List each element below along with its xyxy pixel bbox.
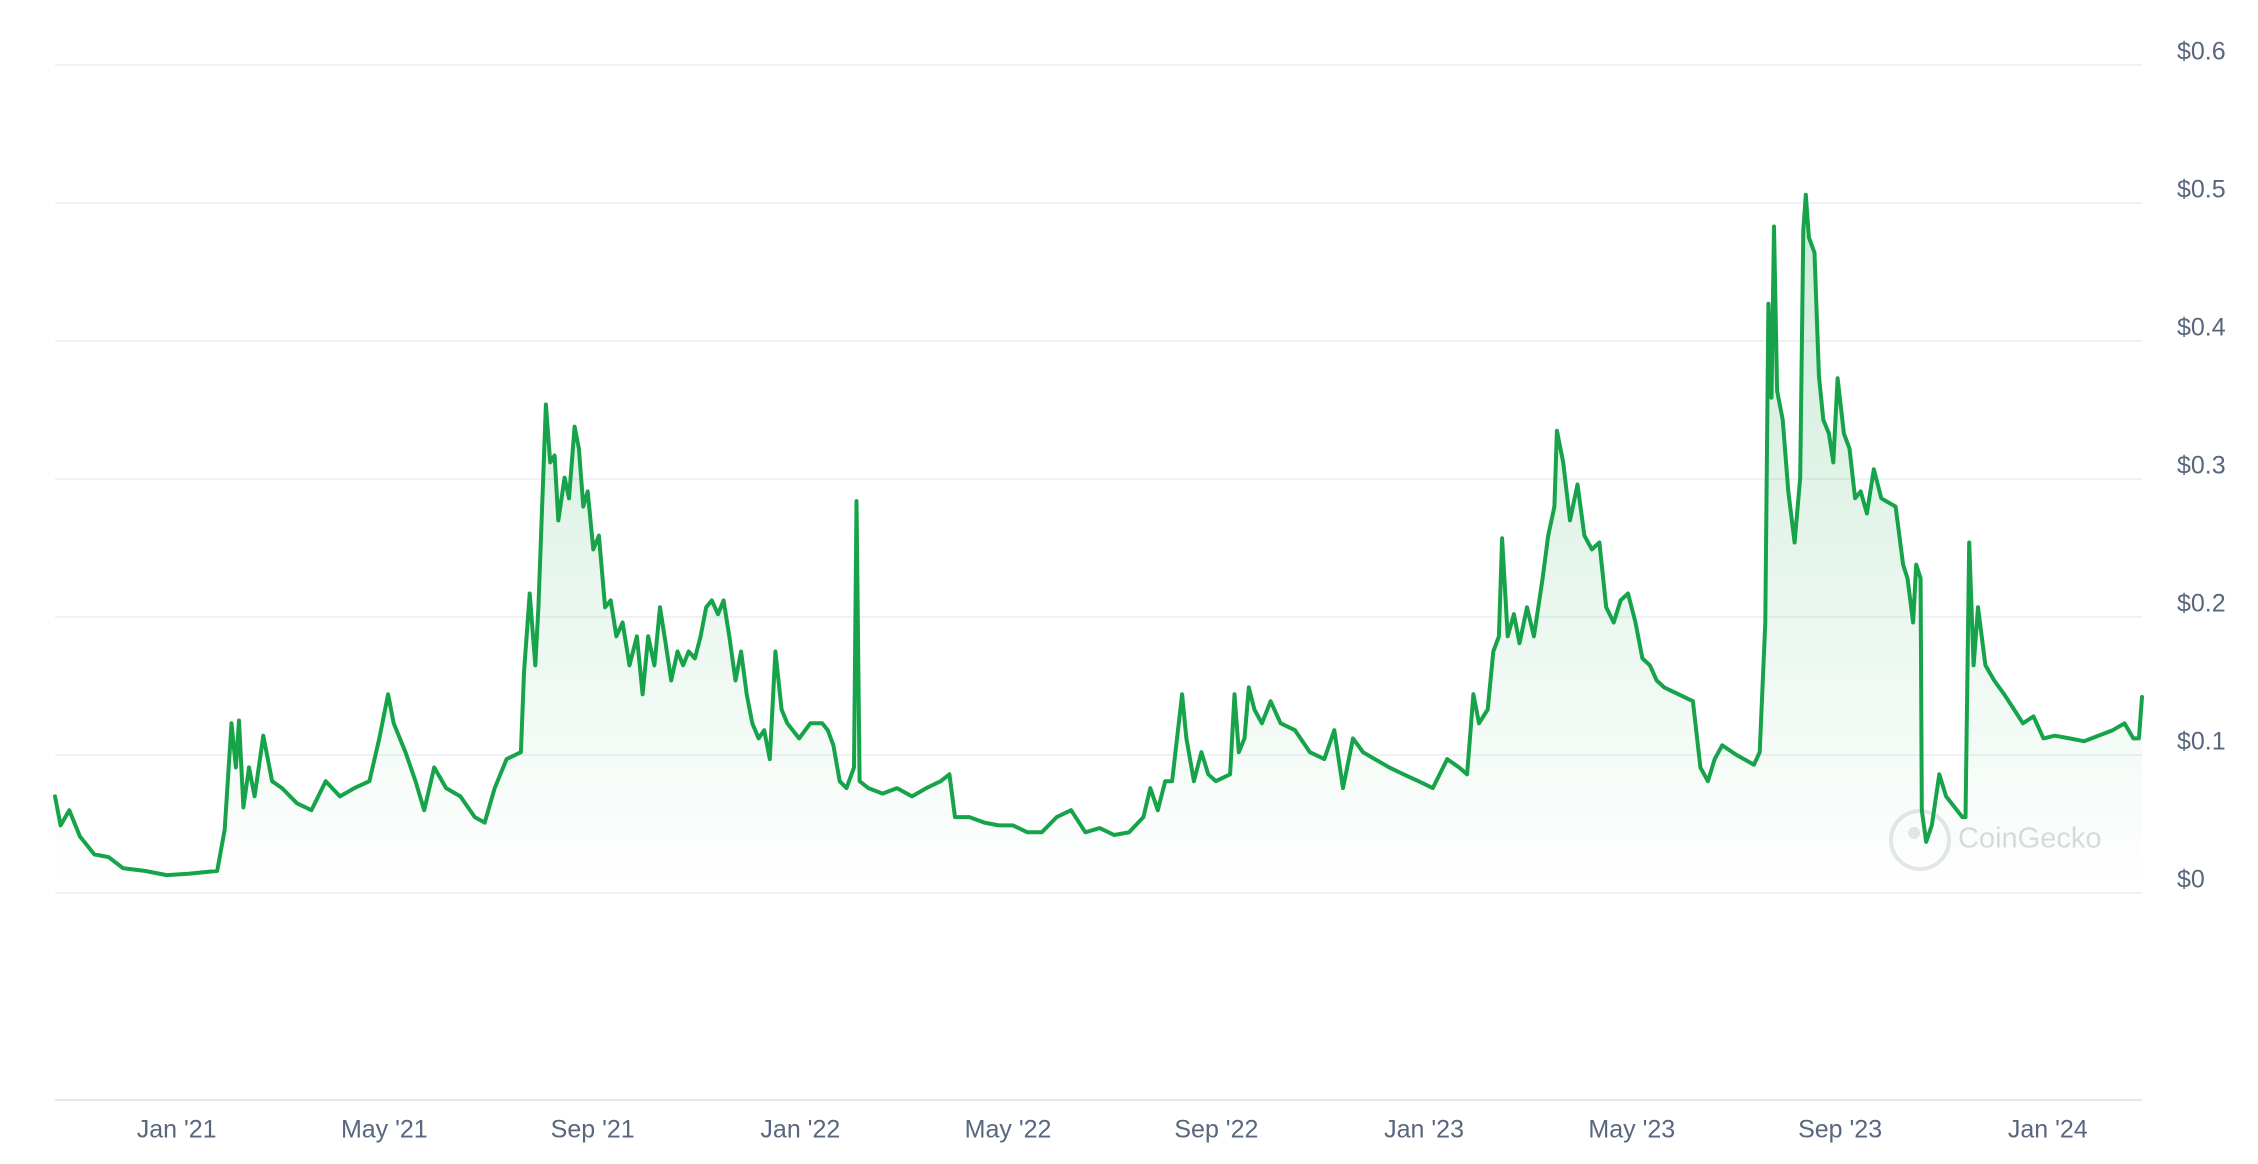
area-fill [55,194,2142,893]
x-tick-label: Jan '21 [137,1116,217,1144]
price-line [53,192,2144,878]
y-tick-label: $0.4 [2177,314,2226,342]
x-tick-label: Jan '23 [1384,1116,1464,1144]
x-tick-label: May '23 [1588,1116,1675,1144]
x-tick-label: Sep '23 [1798,1116,1882,1144]
x-tick-label: Sep '22 [1174,1116,1258,1144]
y-tick-label: $0.5 [2177,176,2226,204]
y-tick-label: $0.2 [2177,590,2226,618]
y-tick-label: $0.1 [2177,728,2226,756]
y-tick-label: $0.6 [2177,38,2226,66]
x-tick-label: May '21 [341,1116,428,1144]
x-tick-label: Jan '22 [760,1116,840,1144]
x-tick-label: Jan '24 [2008,1116,2088,1144]
y-tick-label: $0.3 [2177,452,2226,480]
x-tick-label: May '22 [965,1116,1052,1144]
y-tick-label: $0 [2177,866,2205,894]
x-tick-label: Sep '21 [551,1116,635,1144]
